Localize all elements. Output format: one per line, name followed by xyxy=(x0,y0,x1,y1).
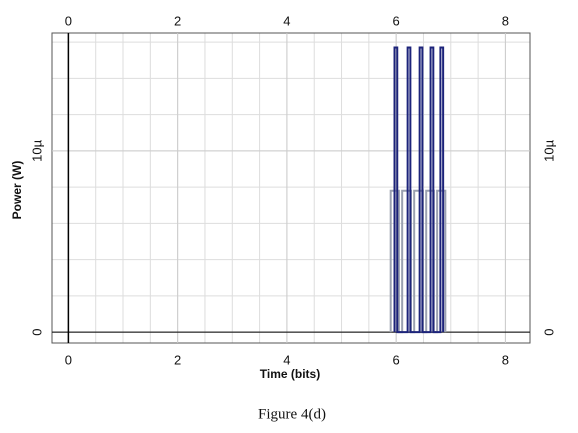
x-tick-label: 0 xyxy=(65,352,72,367)
signal-trace xyxy=(389,189,447,334)
x-tick-label-top: 0 xyxy=(65,13,72,28)
signal-trace xyxy=(393,46,445,334)
x-tick-label: 4 xyxy=(283,352,290,367)
x-tick-label: 8 xyxy=(502,352,509,367)
y-axis-label: Power (W) xyxy=(10,161,24,220)
x-tick-label-top: 8 xyxy=(502,13,509,28)
y-tick-label: 10µ xyxy=(29,139,44,161)
x-tick-label-top: 4 xyxy=(283,13,290,28)
x-tick-label: 2 xyxy=(174,352,181,367)
x-axis-label: Time (bits) xyxy=(260,367,320,381)
x-tick-label-top: 6 xyxy=(393,13,400,28)
y-tick-label-right: 10µ xyxy=(541,139,556,161)
y-tick-label: 0 xyxy=(29,329,44,336)
plot-frame xyxy=(51,32,531,344)
caption: Figure 4(d) xyxy=(258,406,326,422)
y-tick-label-right: 0 xyxy=(541,329,556,336)
x-tick-label: 6 xyxy=(393,352,400,367)
x-tick-label-top: 2 xyxy=(174,13,181,28)
